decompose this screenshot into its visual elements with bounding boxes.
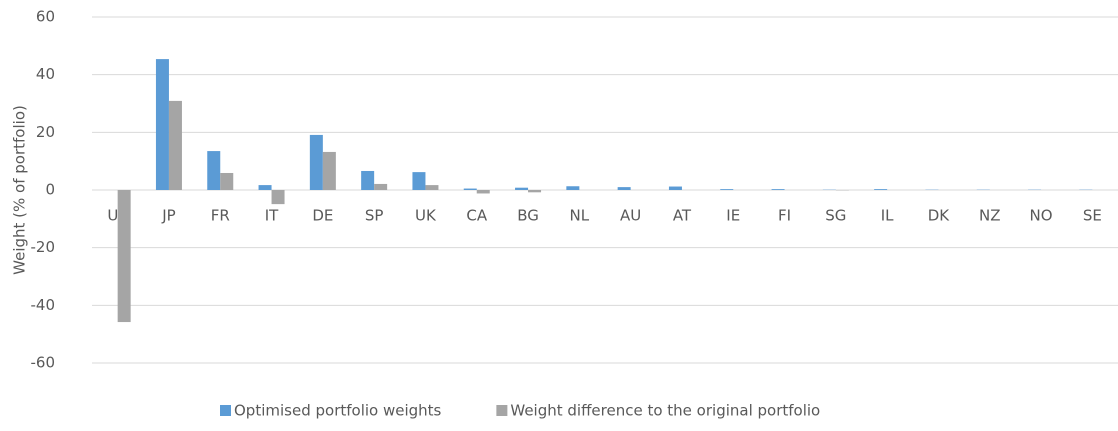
x-tick-label: UK [415,207,437,225]
x-tick-label: NZ [979,207,1001,225]
x-tick-label: DK [928,207,951,225]
y-tick-label: 40 [36,65,55,83]
legend-label: Weight difference to the original portfo… [510,402,820,420]
x-tick-label: JP [161,207,175,225]
legend-label: Optimised portfolio weights [234,402,442,420]
bar [874,189,887,190]
x-tick-label: IL [881,207,894,225]
bar [566,186,579,190]
bar [720,189,733,190]
bar [272,190,285,204]
x-tick-label: CA [466,207,487,225]
x-tick-label: FR [211,207,230,225]
bar [528,190,541,192]
x-tick-label: NO [1030,207,1053,225]
x-tick-label: SG [825,207,846,225]
bar [169,101,182,190]
bar [464,189,477,190]
bar [323,152,336,190]
bar [310,135,323,190]
bar [259,185,272,190]
bar [361,171,374,190]
x-tick-label: DE [312,207,333,225]
x-tick-label: SE [1083,207,1102,225]
bar [374,184,387,190]
x-tick-label: BG [517,207,539,225]
bar [412,172,425,190]
legend-swatch [220,405,231,416]
bar [220,173,233,190]
y-tick-label: 60 [36,8,55,26]
bar [515,188,528,190]
bar [118,190,131,322]
bar [477,190,490,193]
bar [669,187,682,190]
x-tick-label: IE [726,207,740,225]
bar [425,185,438,190]
y-tick-label: -60 [31,354,56,372]
y-tick-label: 20 [36,123,55,141]
y-tick-label: -20 [31,238,56,256]
legend-swatch [496,405,507,416]
y-tick-label: 0 [45,181,55,199]
x-tick-label: NL [570,207,590,225]
x-tick-label: AU [620,207,641,225]
bar [207,151,220,190]
y-tick-label: -40 [31,296,56,314]
x-tick-label: IT [265,207,279,225]
bar [618,187,631,190]
bar [156,59,169,190]
bar [772,189,785,190]
x-tick-label: SP [365,207,384,225]
x-tick-label: AT [673,207,692,225]
x-tick-label: FI [778,207,791,225]
y-axis-label: Weight (% of portfolio) [11,105,29,275]
